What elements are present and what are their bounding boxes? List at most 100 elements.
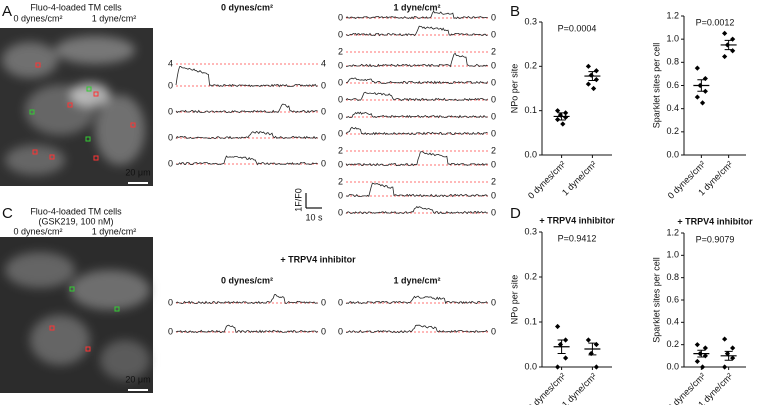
y-tick-label: 0.4 [666, 317, 679, 327]
trace-tick-label: 4 [321, 58, 326, 68]
trace-tick-label: 0 [491, 111, 496, 121]
calcium-trace [345, 182, 488, 198]
calcium-trace [175, 66, 318, 88]
trace-tick-label: 0 [168, 132, 173, 142]
trace-tick-label: 0 [491, 190, 496, 200]
calcium-trace [346, 77, 488, 85]
trace-tick-label: 0 [338, 159, 343, 169]
y-tick-label: 0.6 [666, 80, 679, 90]
trace-tick-label: 0 [321, 106, 326, 116]
data-point [730, 48, 736, 54]
y-tick-label: 1.2 [666, 227, 679, 237]
trace-tick-label: 0 [321, 326, 326, 336]
y-tick-label: 0.2 [524, 61, 537, 71]
trace-tick-label: 0 [491, 77, 496, 87]
data-point [593, 341, 599, 348]
trace-tick-label: 0 [168, 297, 173, 307]
calcium-trace [345, 295, 488, 305]
y-tick-label: 1.0 [666, 34, 679, 44]
data-point [722, 364, 728, 370]
data-point [722, 30, 728, 36]
data-point [724, 351, 731, 357]
image-title: Fluo-4-loaded TM cells [30, 2, 122, 12]
data-point [722, 336, 728, 342]
scale-label: 20 μm [125, 167, 150, 177]
trace-tick-label: 0 [338, 128, 343, 138]
trace-tick-label: 0 [338, 326, 343, 336]
y-axis-label: Sparklet sites per cell [651, 257, 661, 343]
data-point [694, 65, 700, 71]
trace-tick-label: 2 [338, 46, 343, 56]
calcium-trace [345, 151, 488, 167]
y-axis-label: NPo per site [509, 275, 519, 325]
scale-label: 20 μm [125, 374, 150, 384]
trace-tick-label: 0 [338, 207, 343, 217]
error-bar [697, 79, 706, 92]
y-tick-label: 0.0 [666, 361, 679, 371]
legend-entry: 1 dyne/cm² [92, 13, 137, 23]
trace-tick-label: 0 [491, 94, 496, 104]
panel-label: D [510, 205, 521, 222]
p-value: P=0.0004 [558, 23, 597, 33]
y-tick-label: 0.2 [666, 339, 679, 349]
y-tick-label: 0.3 [524, 226, 537, 236]
data-point [694, 342, 700, 348]
trace-tick-label: 0 [338, 190, 343, 200]
error-bar [557, 339, 566, 354]
panel-label: B [510, 3, 520, 20]
trace-tick-label: 0 [168, 326, 173, 336]
trace-tick-label: 0 [321, 132, 326, 142]
data-point [702, 345, 708, 351]
error-bar [724, 350, 733, 361]
data-point [563, 114, 569, 120]
y-axis-label: NPo per site [509, 64, 519, 114]
scale-label: 1F/F0 [293, 188, 303, 212]
data-point [593, 364, 599, 370]
trace-tick-label: 0 [491, 207, 496, 217]
trace-tick-label: 0 [338, 297, 343, 307]
trace-tick-label: 0 [491, 12, 496, 22]
legend-entry: 0 dynes/cm² [13, 226, 62, 236]
panel-label: C [2, 205, 13, 222]
data-point [699, 100, 706, 106]
p-value: P=0.0012 [696, 17, 735, 27]
trace-tick-label: 0 [321, 158, 326, 168]
calcium-trace [345, 52, 488, 68]
image-subtitle: (GSK219, 100 nM) [38, 216, 113, 226]
data-point [560, 121, 566, 127]
calcium-trace [345, 91, 488, 102]
data-point [555, 108, 561, 114]
trace-tick-label: 0 [321, 297, 326, 307]
error-bar [697, 349, 706, 358]
p-value: P=0.9412 [558, 233, 597, 243]
image-title: Fluo-4-loaded TM cells [30, 206, 122, 216]
error-bar [724, 39, 733, 51]
data-point [730, 36, 736, 42]
trace-tick-label: 0 [338, 77, 343, 87]
y-tick-label: 0.8 [666, 272, 679, 282]
error-bar [588, 71, 597, 82]
data-point [588, 72, 594, 78]
y-tick-label: 1.0 [666, 250, 679, 260]
y-tick-label: 0.3 [524, 16, 537, 26]
y-tick-label: 0.6 [666, 294, 679, 304]
calcium-trace [345, 10, 488, 20]
calcium-trace [345, 126, 488, 136]
y-tick-label: 0.8 [666, 57, 679, 67]
y-tick-label: 0.1 [524, 105, 537, 115]
calcium-trace [345, 206, 488, 215]
trace-tick-label: 0 [168, 106, 173, 116]
y-tick-label: 0.2 [524, 271, 537, 281]
column-heading: 0 dynes/cm² [221, 275, 273, 285]
data-point [563, 355, 569, 361]
y-tick-label: 0.0 [666, 149, 679, 159]
data-point [699, 364, 706, 370]
trace-tick-label: 2 [491, 145, 496, 155]
calcium-trace [175, 155, 318, 166]
section-title: + TRPV4 inhibitor [280, 254, 356, 264]
data-point [730, 355, 736, 361]
panel-label: A [2, 3, 12, 20]
data-point [585, 81, 591, 87]
data-point [555, 364, 561, 370]
